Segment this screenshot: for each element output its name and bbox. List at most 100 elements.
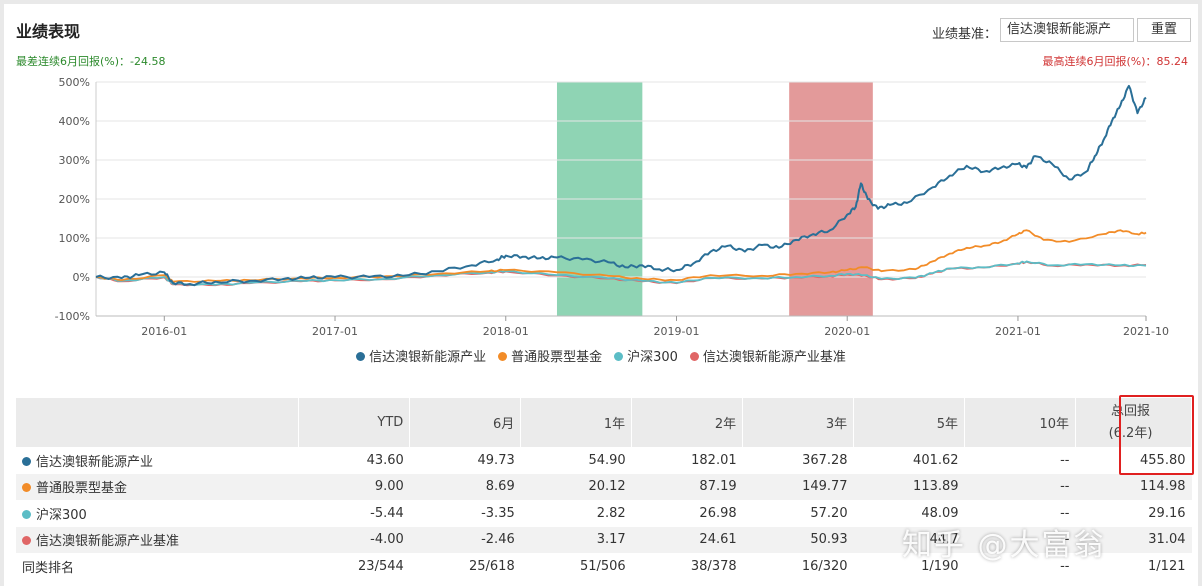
table-cell: 149.77 (742, 473, 854, 501)
table-cell: 8.69 (409, 473, 521, 501)
table-cell: 401.62 (853, 447, 965, 474)
table-cell: -3.35 (409, 500, 521, 527)
row-name: 信达澳银新能源产业基准 (36, 534, 180, 550)
table-cell: 48.09 (853, 500, 965, 527)
row-name: 同类排名 (22, 560, 75, 576)
series-dot-icon (22, 456, 31, 466)
reset-button[interactable]: 重置 (1137, 18, 1191, 42)
table-row: 信达澳银新能源产业 43.60 49.73 54.90 182.01 367.28 401.… (16, 447, 1192, 474)
legend-label: 普通股票型基金 (511, 350, 603, 365)
page-title: 业绩表现 (16, 22, 81, 41)
performance-chart: 500% 400% 300% 200% 100% 0% -100% 2016-01 2017-0… (55, 76, 1169, 338)
table-row: 沪深300 -5.44 -3.35 2.82 26.98 57.20 48.09 -- 29.1… (16, 500, 1192, 527)
best-6m-return: 最高连续6月回报(%)：85.24 (1042, 55, 1188, 68)
table-cell: 57.20 (742, 500, 854, 527)
table-cell: 23/544 (298, 553, 410, 580)
table-cell: 9.00 (298, 473, 410, 501)
series-line (95, 260, 1147, 287)
table-row: 信达澳银新能源产业基准 -4.00 -2.46 3.17 24.61 50.93 44.7-… (16, 526, 1192, 554)
legend-item[interactable]: 沪深300 (614, 346, 678, 365)
x-tick-label: 2021-01 (995, 325, 1041, 338)
y-tick-label: 200% (59, 193, 90, 206)
legend-dot-icon (614, 352, 624, 361)
table-header-10y: 10年 (964, 398, 1076, 447)
y-tick-label: 300% (59, 154, 90, 167)
table-header-3y: 3年 (742, 398, 855, 447)
table-header-ytd: YTD (298, 398, 411, 447)
table-cell: -4.00 (298, 526, 410, 554)
total-return-label: 总回报 (1110, 403, 1150, 419)
table-cell: 3.17 (520, 526, 632, 554)
row-name-cell: 信达澳银新能源产业基准 (16, 526, 299, 554)
series-line (95, 84, 1147, 287)
y-tick-label: 100% (59, 232, 90, 245)
table-cell: 2.82 (520, 500, 632, 527)
row-name-cell: 普通股票型基金 (16, 473, 299, 501)
table-cell: 44.7 (853, 526, 965, 554)
x-tick-label: 2020-01 (824, 325, 870, 338)
legend-dot-icon (689, 352, 699, 361)
y-tick-label: 500% (59, 76, 90, 89)
table-cell: 29.16 (1075, 500, 1192, 527)
y-tick-label: -100% (55, 310, 90, 323)
table-cell: 1/121 (1075, 553, 1192, 580)
table-cell: 43.60 (298, 447, 410, 474)
watermark: 知乎 @大富翁 (902, 528, 1106, 563)
table-cell: 26.98 (631, 500, 743, 527)
table-cell: -- (964, 553, 1076, 580)
worst-6m-return: 最差连续6月回报(%)：-24.58 (16, 55, 166, 68)
total-return-period: (6.2年) (1108, 425, 1153, 441)
legend-item[interactable]: 普通股票型基金 (498, 346, 602, 365)
table-cell: 51/506 (520, 553, 632, 580)
row-name: 信达澳银新能源产业 (36, 454, 154, 470)
legend-dot-icon (356, 352, 366, 361)
row-name-cell: 沪深300 (16, 500, 299, 527)
legend-dot-icon (498, 352, 508, 361)
y-tick-label: 400% (59, 115, 90, 128)
chart-legend: 信达澳银新能源产业 普通股票型基金 沪深300 信达澳银新能源产业基准 (4, 346, 1198, 365)
table-cell: -5.44 (298, 500, 410, 527)
table-cell: 87.19 (631, 473, 743, 501)
x-tick-label: 2017-01 (312, 325, 358, 338)
table-cell: 38/378 (631, 553, 743, 580)
table-cell: -- (964, 526, 1076, 554)
row-name-cell: 同类排名 (16, 553, 299, 580)
table-cell: 182.01 (631, 447, 743, 474)
legend-label: 信达澳银新能源产业 (369, 350, 487, 365)
table-header-row: YTD 6月 1年 2年 3年 5年 10年 总回报 (6.2年) (16, 398, 1193, 447)
table-cell: 113.89 (853, 473, 965, 501)
table-cell: 49.73 (409, 447, 521, 474)
table-cell: 455.80 (1075, 447, 1192, 474)
benchmark-label: 业绩基准： (932, 27, 998, 42)
table-cell: 16/320 (742, 553, 854, 580)
table-cell: -- (964, 500, 1076, 527)
benchmark-select[interactable]: 信达澳银新能源产 (1000, 18, 1134, 42)
series-dot-icon (22, 483, 31, 493)
table-row: 普通股票型基金 9.00 8.69 20.12 87.19 149.77 113.89 -- 1… (16, 473, 1192, 501)
table-header-total: 总回报 (6.2年) (1075, 398, 1193, 447)
table-cell: -2.46 (409, 526, 521, 554)
table-cell: 1/190 (853, 553, 965, 580)
table-cell: 367.28 (742, 447, 854, 474)
table-header (16, 398, 300, 447)
table-cell: -- (964, 473, 1076, 501)
performance-panel: 业绩表现 业绩基准： 信达澳银新能源产 重置 最差连续6月回报(%)：-24.5… (4, 4, 1198, 586)
row-name: 沪深300 (36, 507, 87, 523)
series-dot-icon (22, 509, 31, 519)
table-row: 同类排名 23/544 25/618 51/506 38/378 16/320 1/190-… (16, 553, 1192, 580)
y-tick-label: 0% (73, 271, 90, 284)
x-tick-label: 2021-10 (1123, 325, 1169, 338)
table-cell: 114.98 (1075, 473, 1192, 501)
x-tick-label: 2016-01 (141, 325, 187, 338)
legend-item[interactable]: 信达澳银新能源产业基准 (689, 346, 846, 365)
table-header-6m: 6月 (409, 398, 522, 447)
table-cell: 50.93 (742, 526, 854, 554)
table-cell: 54.90 (520, 447, 632, 474)
x-tick-label: 2019-01 (654, 325, 700, 338)
table-cell: 31.04 (1075, 526, 1192, 554)
row-name: 普通股票型基金 (36, 481, 128, 497)
legend-item[interactable]: 信达澳银新能源产业 (356, 346, 486, 365)
legend-label: 沪深300 (627, 350, 678, 365)
table-header-1y: 1年 (520, 398, 633, 447)
legend-label: 信达澳银新能源产业基准 (702, 350, 846, 365)
